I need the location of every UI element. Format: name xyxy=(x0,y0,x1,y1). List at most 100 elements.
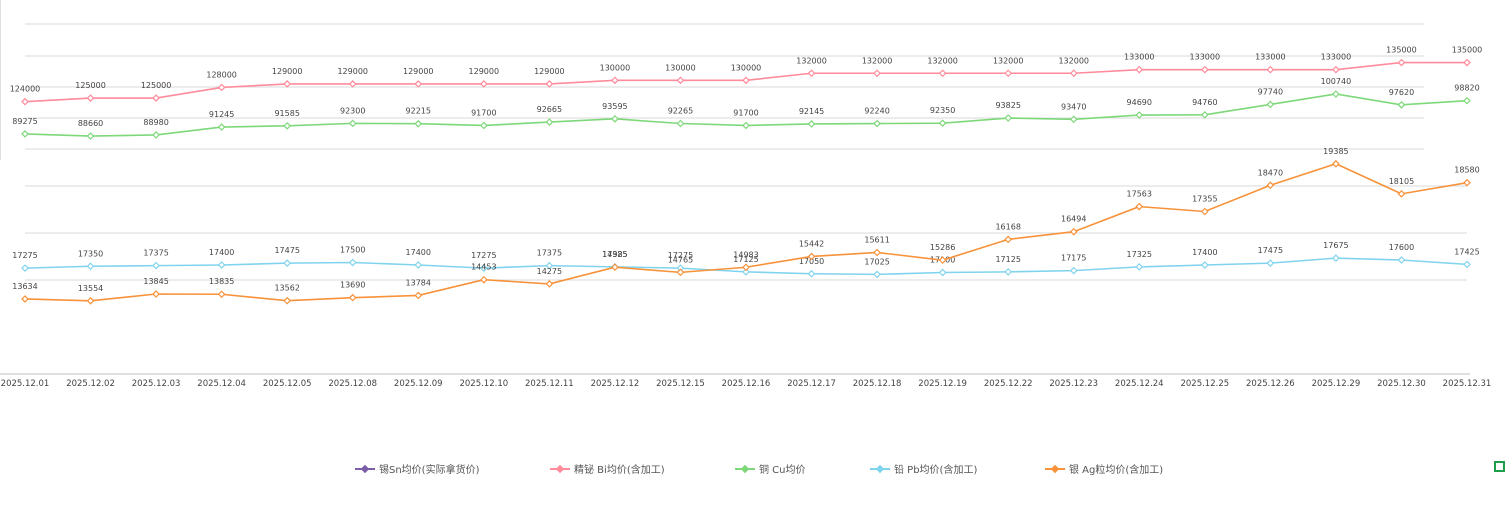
data-point xyxy=(742,121,750,130)
data-point xyxy=(676,119,685,128)
value-label: 91700 xyxy=(471,108,496,117)
data-point xyxy=(545,118,554,126)
value-label: 124000 xyxy=(10,85,41,94)
x-tick-label: 2025.12.09 xyxy=(394,379,443,389)
data-point xyxy=(1069,115,1078,124)
data-point xyxy=(1200,261,1209,269)
value-label: 133000 xyxy=(1124,53,1155,62)
value-label: 17375 xyxy=(143,249,168,258)
data-point xyxy=(611,115,619,123)
legend-marker xyxy=(555,464,565,474)
data-point xyxy=(1069,227,1078,236)
data-point xyxy=(348,258,357,267)
data-point xyxy=(152,261,160,270)
data-point xyxy=(21,295,29,303)
data-point xyxy=(479,121,488,130)
x-tick-label: 2025.12.12 xyxy=(591,379,640,389)
data-point xyxy=(348,119,357,128)
x-tick-label: 2025.12.04 xyxy=(197,379,246,389)
data-point xyxy=(938,119,947,128)
value-label: 93470 xyxy=(1061,102,1086,111)
data-point xyxy=(938,69,947,78)
x-tick-label: 2025.12.31 xyxy=(1443,379,1492,389)
data-point xyxy=(348,80,357,88)
data-point xyxy=(21,130,29,138)
data-point xyxy=(1135,263,1144,271)
x-tick-label: 2025.12.17 xyxy=(787,379,836,389)
data-point xyxy=(1135,111,1144,119)
data-point xyxy=(1332,159,1340,168)
data-point xyxy=(742,263,750,272)
value-label: 17125 xyxy=(995,255,1020,264)
legend-label: 铅 Pb均价(含加工) xyxy=(894,463,977,476)
value-label: 17025 xyxy=(864,257,889,266)
data-point xyxy=(1463,178,1471,187)
x-tick-label: 2025.12.18 xyxy=(853,379,902,389)
data-point xyxy=(807,252,816,261)
x-tick-label: 2025.12.11 xyxy=(525,379,574,389)
x-tick-label: 2025.12.23 xyxy=(1049,379,1098,389)
value-label: 133000 xyxy=(1190,53,1221,62)
value-label: 17475 xyxy=(274,246,299,255)
data-point xyxy=(283,259,292,267)
data-point xyxy=(873,69,881,78)
data-point xyxy=(676,76,685,85)
data-point xyxy=(479,80,488,88)
data-point xyxy=(1135,202,1144,211)
x-tick-label: 2025.12.24 xyxy=(1115,379,1164,389)
data-point xyxy=(1463,96,1471,105)
value-label: 133000 xyxy=(1321,53,1352,62)
data-point xyxy=(676,268,685,277)
value-label: 17325 xyxy=(1127,250,1152,259)
data-point xyxy=(86,132,95,140)
value-label: 89275 xyxy=(12,117,37,126)
value-label: 88980 xyxy=(143,118,168,127)
x-tick-label: 2025.12.05 xyxy=(263,379,312,389)
value-label: 128000 xyxy=(206,70,237,79)
value-label: 125000 xyxy=(75,81,106,90)
value-label: 18580 xyxy=(1454,166,1479,175)
value-label: 133000 xyxy=(1255,53,1286,62)
data-point xyxy=(1004,114,1013,122)
value-label: 132000 xyxy=(1058,56,1089,65)
data-point xyxy=(1069,69,1078,78)
value-label: 92665 xyxy=(537,105,562,114)
data-point xyxy=(1004,235,1013,244)
data-point xyxy=(1266,100,1275,109)
data-point xyxy=(611,76,619,85)
data-point xyxy=(611,263,619,272)
value-label: 15611 xyxy=(864,235,889,244)
data-point xyxy=(742,268,750,276)
data-point xyxy=(938,256,947,264)
data-point xyxy=(152,94,160,102)
data-point xyxy=(217,261,226,269)
value-label: 18470 xyxy=(1258,168,1283,177)
legend-marker xyxy=(360,464,370,474)
data-point xyxy=(1397,101,1406,109)
data-point xyxy=(86,297,95,305)
data-point xyxy=(1397,256,1406,264)
value-label: 17375 xyxy=(537,249,562,258)
value-label: 97620 xyxy=(1389,88,1414,97)
legend-label: 银 Ag粒均价(含加工) xyxy=(1069,463,1163,476)
data-point xyxy=(1200,110,1209,119)
value-label: 92215 xyxy=(406,107,431,116)
value-label: 92350 xyxy=(930,106,955,115)
value-label: 94760 xyxy=(1192,98,1217,107)
value-label: 13562 xyxy=(274,284,299,293)
data-point xyxy=(21,97,29,106)
data-point xyxy=(1266,259,1275,267)
value-label: 100740 xyxy=(1321,77,1352,86)
data-point xyxy=(1463,58,1471,67)
value-label: 19385 xyxy=(1323,147,1348,156)
legend-label: 精铋 Bi均价(含加工) xyxy=(574,463,665,476)
x-tick-label: 2025.12.03 xyxy=(132,379,181,389)
data-point xyxy=(873,270,881,279)
legend-marker xyxy=(875,464,885,474)
value-label: 17600 xyxy=(1389,243,1414,252)
legend-marker xyxy=(1050,464,1060,474)
value-label: 13845 xyxy=(143,277,168,286)
x-tick-label: 2025.12.10 xyxy=(459,379,508,389)
value-label: 129000 xyxy=(534,67,565,76)
x-tick-label: 2025.12.02 xyxy=(66,379,115,389)
